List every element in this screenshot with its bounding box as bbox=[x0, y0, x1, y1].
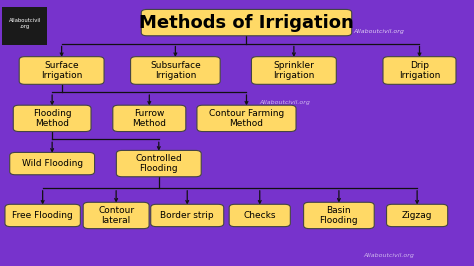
FancyBboxPatch shape bbox=[383, 57, 456, 84]
FancyBboxPatch shape bbox=[13, 105, 91, 131]
FancyBboxPatch shape bbox=[387, 204, 447, 227]
Text: Furrow
Method: Furrow Method bbox=[132, 109, 166, 128]
Text: Basin
Flooding: Basin Flooding bbox=[319, 206, 358, 225]
FancyBboxPatch shape bbox=[19, 57, 104, 84]
Text: Subsurface
Irrigation: Subsurface Irrigation bbox=[150, 61, 201, 80]
FancyBboxPatch shape bbox=[2, 7, 47, 45]
Text: Sprinkler
Irrigation: Sprinkler Irrigation bbox=[273, 61, 315, 80]
Text: Border strip: Border strip bbox=[160, 211, 214, 220]
FancyBboxPatch shape bbox=[5, 204, 80, 227]
Text: Surface
Irrigation: Surface Irrigation bbox=[41, 61, 82, 80]
FancyBboxPatch shape bbox=[83, 202, 149, 229]
Text: Contour
lateral: Contour lateral bbox=[98, 206, 134, 225]
FancyBboxPatch shape bbox=[303, 202, 374, 229]
FancyBboxPatch shape bbox=[141, 9, 352, 36]
Text: Wild Flooding: Wild Flooding bbox=[22, 159, 82, 168]
FancyBboxPatch shape bbox=[9, 152, 94, 175]
Text: Allaboutcivil.org: Allaboutcivil.org bbox=[363, 253, 414, 258]
FancyBboxPatch shape bbox=[251, 57, 336, 84]
Text: Methods of Irrigation: Methods of Irrigation bbox=[139, 14, 354, 32]
Text: Allaboutcivil
.org: Allaboutcivil .org bbox=[9, 18, 41, 28]
FancyBboxPatch shape bbox=[130, 57, 220, 84]
FancyBboxPatch shape bbox=[197, 105, 296, 131]
Text: Checks: Checks bbox=[244, 211, 276, 220]
FancyBboxPatch shape bbox=[229, 204, 290, 227]
Text: Allaboutcivil.org: Allaboutcivil.org bbox=[259, 100, 310, 105]
Text: Zigzag: Zigzag bbox=[402, 211, 432, 220]
Text: Flooding
Method: Flooding Method bbox=[33, 109, 72, 128]
Text: Contour Farming
Method: Contour Farming Method bbox=[209, 109, 284, 128]
Text: Controlled
Flooding: Controlled Flooding bbox=[136, 154, 182, 173]
FancyBboxPatch shape bbox=[117, 151, 201, 177]
Text: Drip
Irrigation: Drip Irrigation bbox=[399, 61, 440, 80]
FancyBboxPatch shape bbox=[113, 105, 186, 131]
FancyBboxPatch shape bbox=[151, 204, 224, 227]
Text: Free Flooding: Free Flooding bbox=[12, 211, 73, 220]
Text: Allaboutcivil.org: Allaboutcivil.org bbox=[354, 30, 405, 34]
